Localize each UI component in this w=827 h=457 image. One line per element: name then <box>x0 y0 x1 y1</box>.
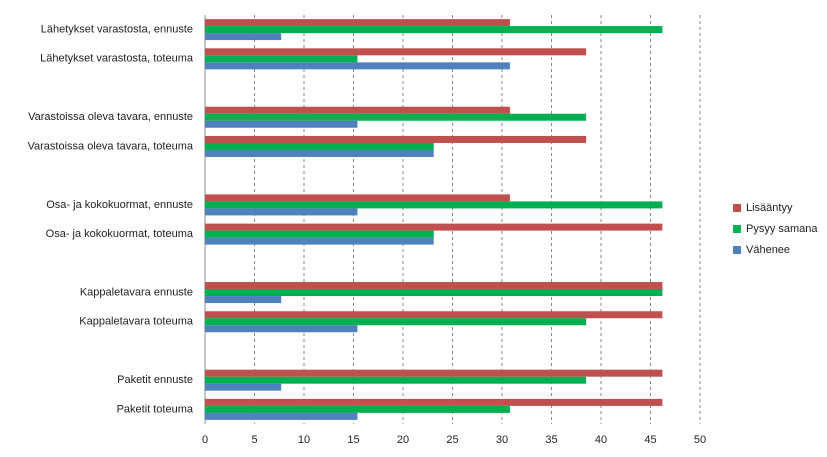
x-tick-label: 40 <box>595 434 607 446</box>
bar <box>205 230 434 238</box>
bar <box>205 149 434 157</box>
bar <box>205 194 510 202</box>
bar <box>205 113 587 121</box>
bar <box>205 135 587 143</box>
x-tick-label: 45 <box>644 434 656 446</box>
bar <box>205 55 358 63</box>
legend-label: Pysyy samana <box>746 223 818 235</box>
bar <box>205 201 663 209</box>
legend-swatch <box>733 204 741 212</box>
x-tick-label: 10 <box>298 434 310 446</box>
legend-swatch <box>733 246 741 254</box>
bar <box>205 48 587 56</box>
legend-swatch <box>733 225 741 233</box>
y-tick-label: Lähetykset varastosta, ennuste <box>41 24 193 36</box>
bar <box>205 369 663 377</box>
bar <box>205 412 358 420</box>
bar <box>205 296 282 304</box>
bar <box>205 237 434 245</box>
y-tick-label: Osa- ja kokokuormat, ennuste <box>46 199 193 211</box>
bar <box>205 311 663 319</box>
bar <box>205 405 510 413</box>
bar <box>205 208 358 216</box>
x-tick-label: 30 <box>496 434 508 446</box>
y-tick-label: Varastoissa oleva tavara, toteuma <box>28 140 194 152</box>
bar <box>205 325 358 333</box>
x-tick-label: 35 <box>545 434 557 446</box>
bar <box>205 26 663 34</box>
x-tick-label: 0 <box>202 434 208 446</box>
bar <box>205 282 663 290</box>
y-tick-label: Varastoissa oleva tavara, ennuste <box>28 111 193 123</box>
bar <box>205 289 663 297</box>
bar <box>205 19 510 27</box>
legend-label: Lisääntyy <box>746 202 793 214</box>
x-tick-label: 20 <box>397 434 409 446</box>
bar <box>205 318 587 326</box>
y-tick-label: Kappaletavara toteuma <box>79 316 194 328</box>
bar <box>205 383 282 391</box>
bar <box>205 62 510 70</box>
bar <box>205 223 663 231</box>
y-tick-label: Lähetykset varastosta, toteuma <box>40 53 194 65</box>
bar <box>205 376 587 384</box>
bar <box>205 33 282 41</box>
bar <box>205 120 358 128</box>
legend-label: Vähenee <box>746 244 790 256</box>
bar <box>205 398 663 406</box>
x-tick-label: 15 <box>347 434 359 446</box>
bar <box>205 106 510 114</box>
y-tick-label: Osa- ja kokokuormat, toteuma <box>46 228 194 240</box>
y-tick-label: Paketit toteuma <box>117 403 194 415</box>
y-tick-label: Paketit ennuste <box>117 374 193 386</box>
x-tick-label: 5 <box>251 434 257 446</box>
bar <box>205 142 434 150</box>
x-tick-label: 50 <box>694 434 706 446</box>
y-tick-label: Kappaletavara ennuste <box>80 286 193 298</box>
x-tick-label: 25 <box>446 434 458 446</box>
